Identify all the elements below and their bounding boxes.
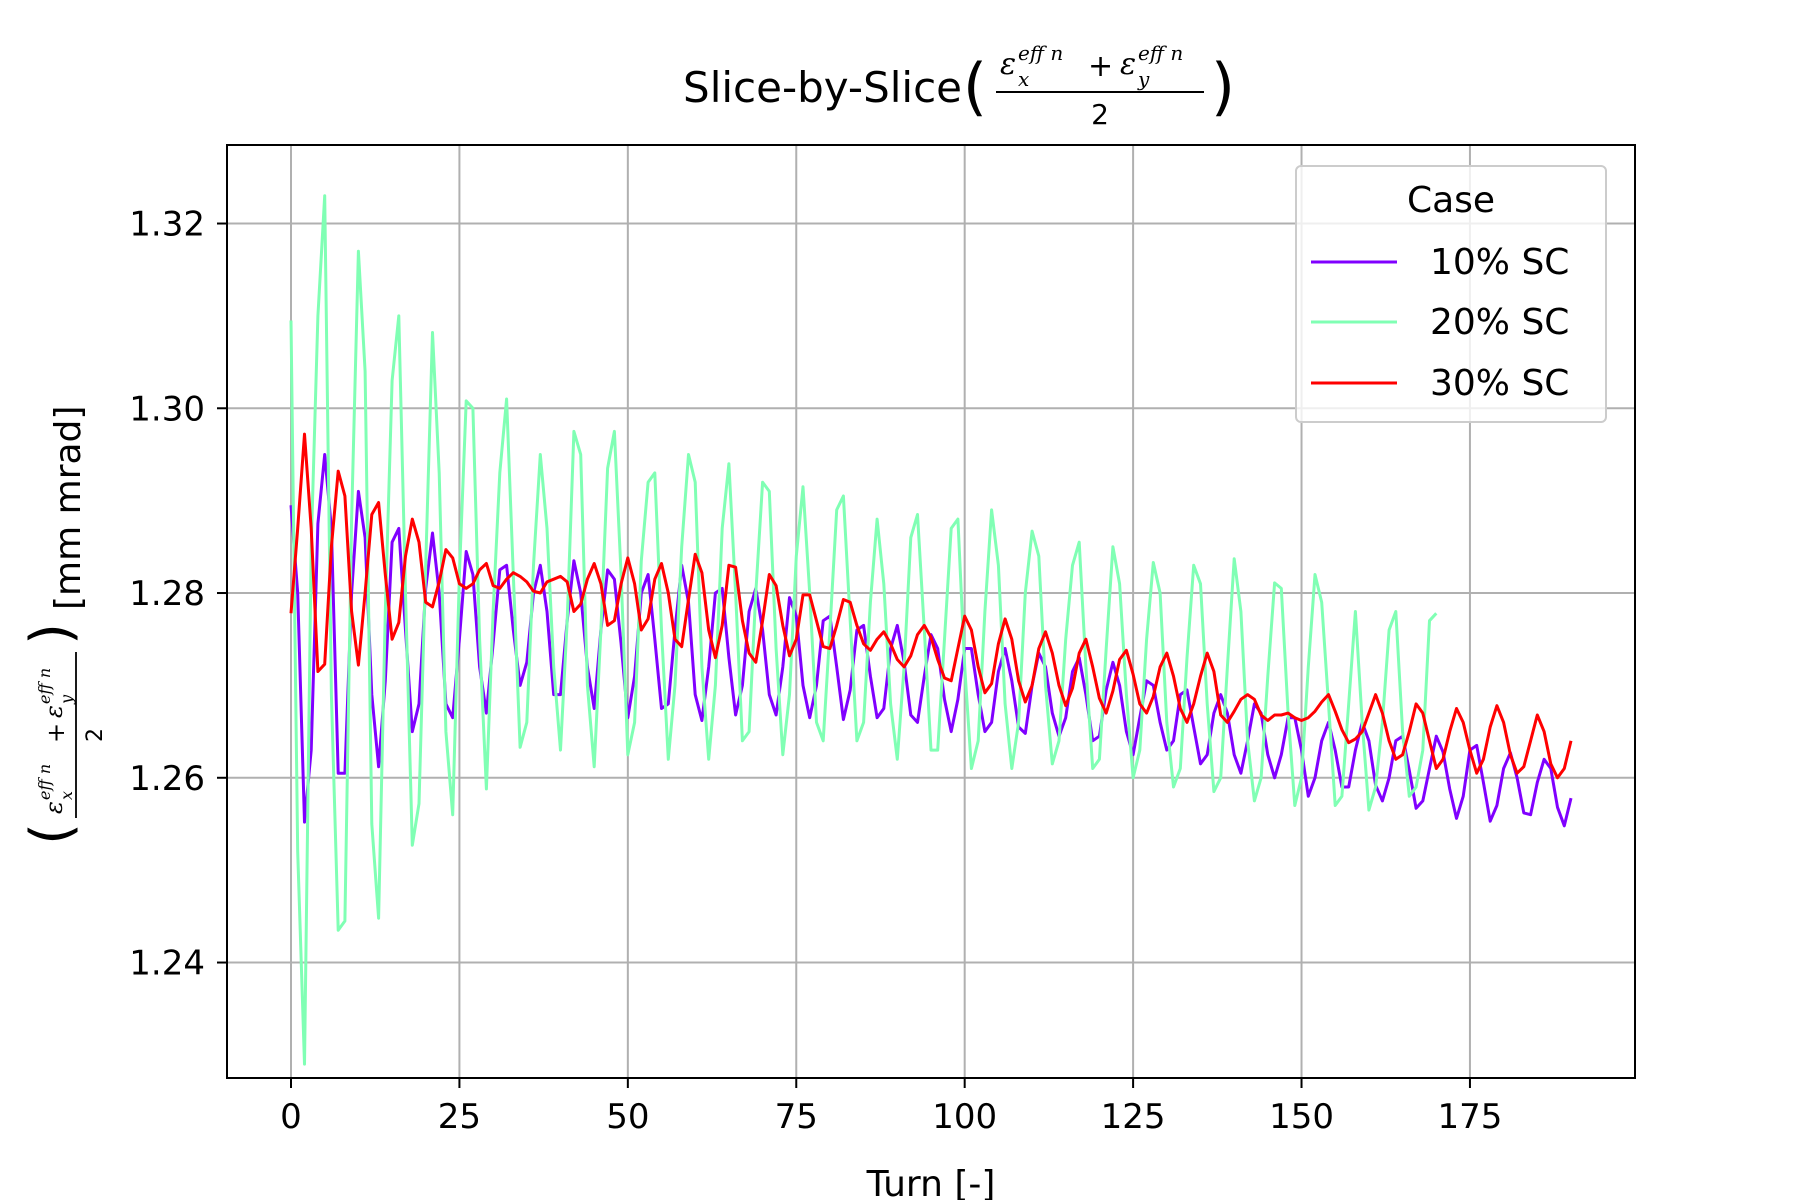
title-numerator: ε eff n x + ε eff n y [1000, 41, 1183, 91]
title-close-paren: ) [1211, 50, 1235, 123]
x-tick-label: 175 [1437, 1097, 1502, 1137]
x-axis-label: Turn [-] [866, 1164, 996, 1200]
legend-label-10-sc: 10% SC [1430, 242, 1569, 283]
title-eps-y-sub: y [1137, 67, 1150, 91]
y-label-eps-x-sup: eff n [35, 764, 54, 800]
title-eps-y-sup: eff n [1138, 41, 1183, 65]
title-eps-y: ε [1120, 47, 1136, 82]
title-denominator: 2 [1091, 98, 1109, 131]
x-tick-label: 75 [775, 1097, 818, 1137]
y-label-eps-y-sub: y [57, 694, 76, 705]
y-label-eps-x: ε [40, 801, 68, 814]
legend-title: Case [1407, 180, 1495, 221]
x-tick-label: 150 [1269, 1097, 1334, 1137]
y-label-close-paren: ) [19, 623, 84, 645]
y-label-open-paren: ( [19, 823, 84, 845]
series-line-30-sc [289, 432, 1573, 780]
y-label-eps-x-sub: x [57, 791, 76, 800]
y-label-denominator: 2 [83, 728, 108, 742]
title-text: Slice-by-Slice [683, 63, 962, 112]
x-tick-label: 125 [1101, 1097, 1166, 1137]
legend-box [1295, 165, 1607, 423]
y-axis-ticks: 1.24 1.26 1.28 1.30 1.32 [129, 205, 227, 984]
x-tick-label: 100 [932, 1097, 997, 1137]
y-axis-label: ( ε eff n x + ε eff n y 2 ) [mm mrad] [19, 406, 108, 845]
x-axis-ticks: 0 25 50 75 100 125 150 175 [280, 1078, 1502, 1137]
y-label-unit: [mm mrad] [48, 406, 89, 610]
y-tick-label: 1.26 [129, 759, 205, 799]
x-tick-label: 25 [438, 1097, 481, 1137]
title-eps-x-sub: x [1018, 67, 1029, 91]
title-open-paren: ( [963, 50, 987, 123]
x-tick-label: 0 [280, 1097, 302, 1137]
y-tick-label: 1.32 [129, 205, 205, 245]
plot-frame [226, 144, 1636, 1079]
y-tick-label: 1.30 [129, 389, 205, 429]
chart-title: Slice-by-Slice ( ) ε eff n x + ε eff n y… [683, 41, 1235, 131]
title-plus: + [1088, 49, 1113, 84]
title-eps-x-sup: eff n [1018, 41, 1063, 65]
legend: Case 10% SC 20% SC 30% SC [1295, 165, 1607, 423]
y-tick-label: 1.28 [129, 574, 205, 614]
legend-label-20-sc: 20% SC [1430, 302, 1569, 343]
y-tick-label: 1.24 [129, 944, 205, 984]
title-eps-x: ε [1000, 47, 1016, 82]
y-label-eps-y-sup: eff n [35, 668, 54, 704]
x-tick-label: 50 [606, 1097, 649, 1137]
legend-label-30-sc: 30% SC [1430, 363, 1569, 404]
y-label-plus: + [42, 723, 70, 743]
series-lines [289, 194, 1573, 1066]
y-label-eps-y: ε [40, 705, 68, 718]
